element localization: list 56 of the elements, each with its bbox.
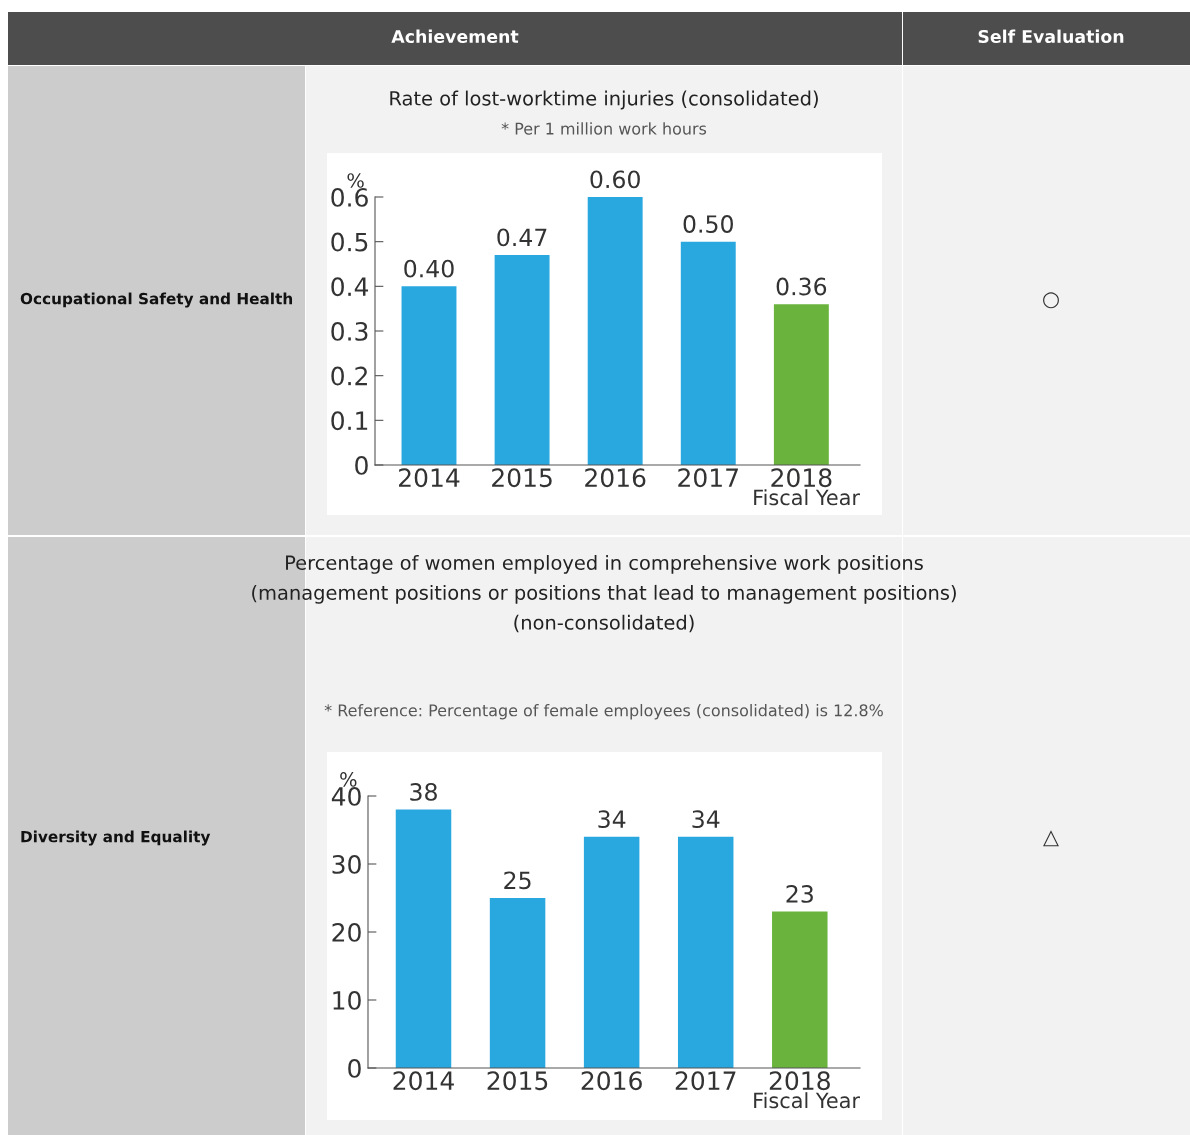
x-tick-label: 2015 (487, 1071, 548, 1091)
bar (494, 255, 550, 465)
y-tick-label: 0 (348, 1058, 361, 1078)
chart-subtitle: * Reference: Percentage of female employees (consolidated) is 12.8% (324, 704, 883, 720)
x-tick-label: 2015 (492, 468, 552, 488)
data-label: 34 (598, 810, 626, 829)
data-label: 23 (786, 885, 813, 903)
x-tick-label: 2017 (678, 468, 738, 488)
text: Diversity and Equality (21, 830, 211, 846)
y-tick-label: 0.3 (331, 321, 368, 341)
x-tick-label: 2018 (771, 468, 832, 488)
data-label: 0.36 (776, 277, 827, 296)
text: Self Evaluation (978, 29, 1124, 44)
data-label: 25 (504, 871, 531, 890)
bar (680, 241, 736, 465)
bar (489, 898, 546, 1068)
text: △ (1043, 830, 1059, 847)
y-tick-label: 0 (355, 455, 368, 475)
chart-title: Percentage of women employed in comprehensive work positions (management positions or positions that lead to management positions) (non-consolidated) (252, 555, 956, 633)
bar (395, 809, 452, 1068)
y-tick-label: 0.1 (331, 411, 368, 431)
text: ○ (1043, 292, 1059, 309)
data-label: 38 (410, 783, 437, 801)
y-tick-label: 20 (332, 922, 361, 942)
bar (583, 836, 640, 1068)
x-tick-label: 2016 (581, 1071, 642, 1091)
x-axis-title: Fiscal Year (754, 489, 860, 506)
data-label: 0.47 (497, 228, 547, 247)
y-tick-label: 0.2 (331, 366, 367, 386)
data-label: 34 (692, 810, 720, 829)
chart-title: Rate of lost-worktime injuries (consolidated) (390, 90, 818, 110)
x-tick-label: 2014 (399, 468, 460, 488)
y-axis-title: % (347, 173, 364, 188)
chart-subtitle: * Per 1 million work hours (501, 122, 707, 135)
x-tick-label: 2018 (769, 1071, 830, 1091)
y-tick-label: 0.4 (331, 277, 369, 297)
bar (401, 286, 457, 465)
data-label: 0.50 (683, 215, 733, 233)
text: Occupational Safety and Health (20, 292, 293, 308)
data-label: 0.40 (404, 259, 454, 278)
y-tick-label: 30 (332, 854, 361, 874)
y-tick-label: 0.6 (331, 187, 368, 207)
data-label: 0.60 (590, 170, 640, 189)
y-axis-title: % (340, 772, 357, 787)
y-tick-label: 40 (331, 786, 361, 806)
bar (587, 197, 643, 465)
x-tick-label: 2016 (585, 468, 646, 488)
text: Achievement (391, 29, 519, 44)
y-tick-label: 10 (333, 990, 361, 1010)
bar (677, 836, 734, 1068)
y-tick-label: 0.5 (331, 232, 368, 252)
x-tick-label: 2017 (675, 1071, 736, 1091)
x-tick-label: 2014 (393, 1071, 454, 1091)
x-axis-title: Fiscal Year (754, 1092, 860, 1109)
bar (772, 911, 828, 1068)
bar (773, 304, 829, 465)
